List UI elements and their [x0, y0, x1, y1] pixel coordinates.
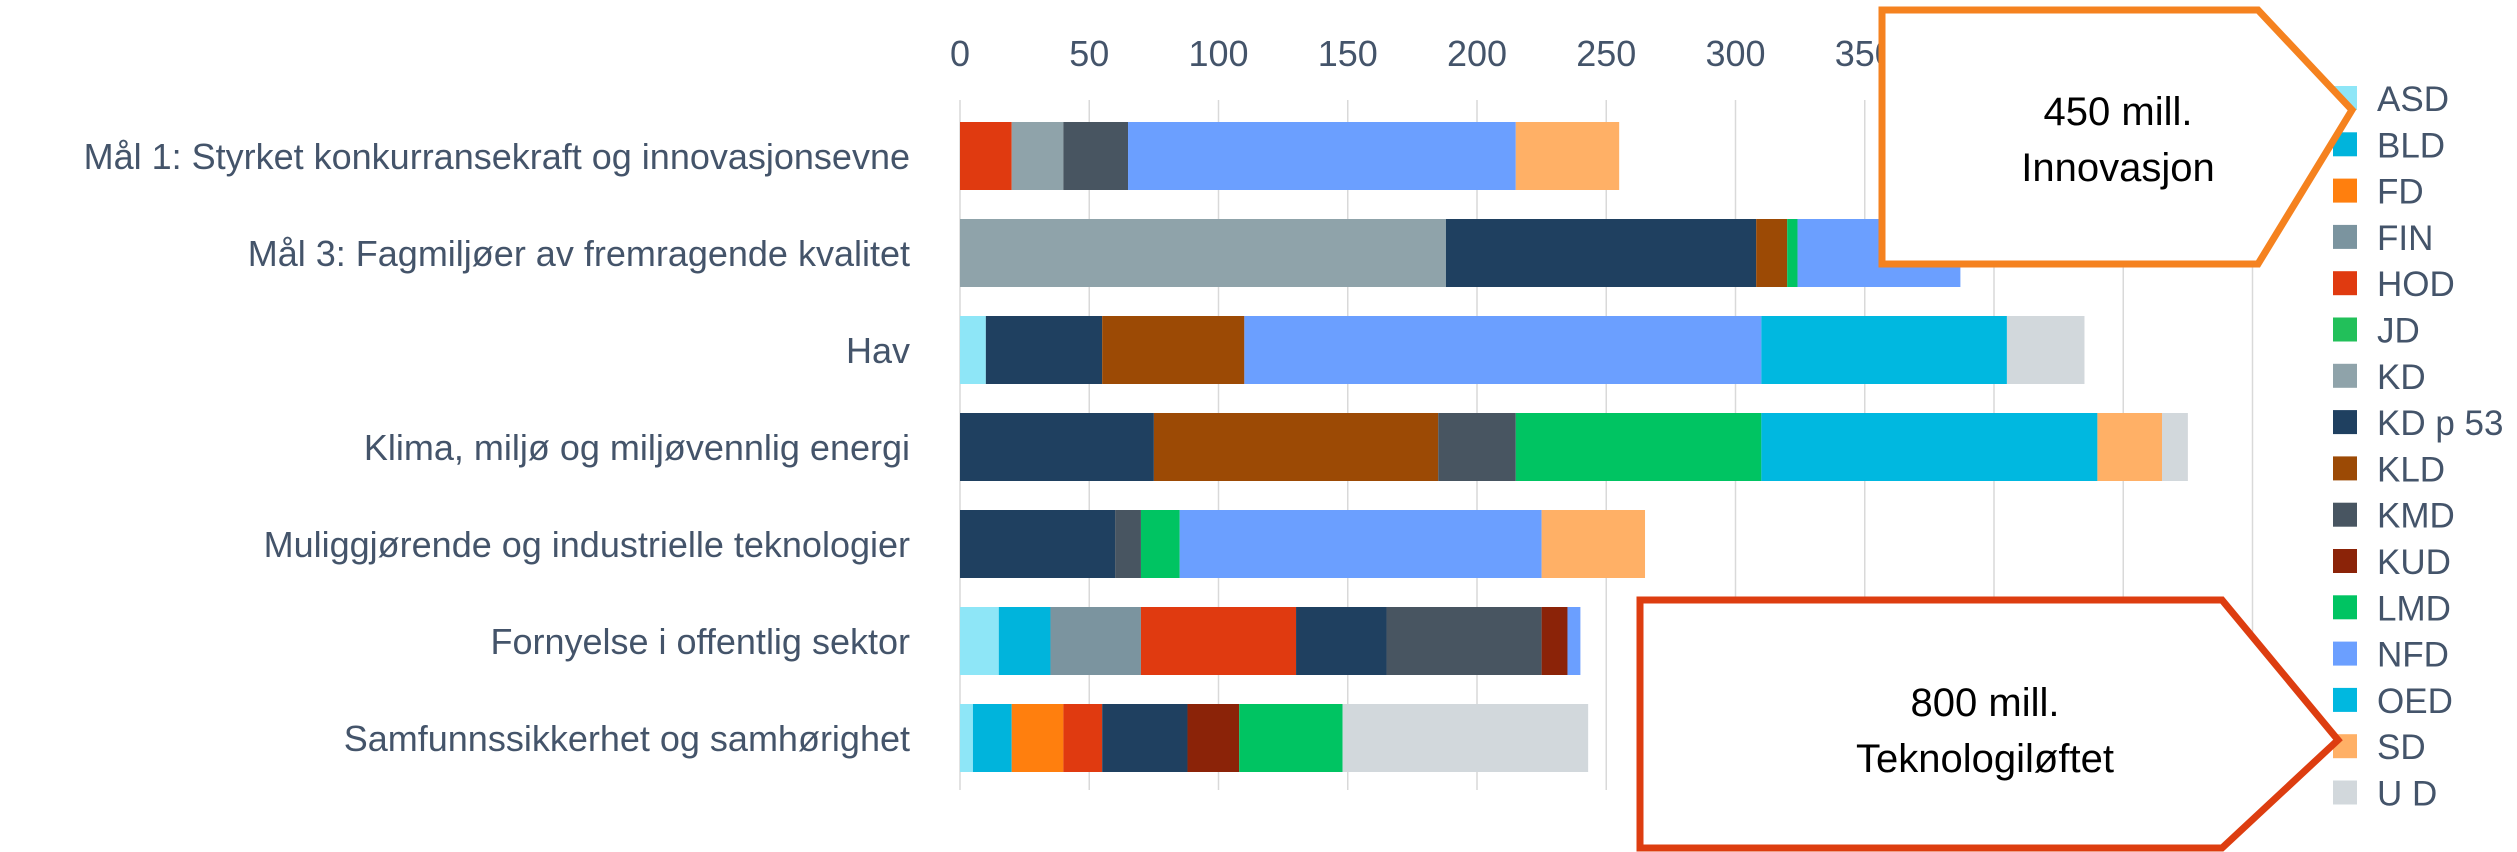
legend-label: BLD [2377, 126, 2445, 165]
bar-segment [1063, 704, 1103, 772]
legend-label: HOD [2377, 265, 2455, 304]
bar-segment [960, 122, 1012, 190]
bar-segment [960, 219, 1446, 287]
x-tick-label: 300 [1705, 33, 1765, 74]
bar-segment [1386, 607, 1542, 675]
legend: ASD BLD FD FIN HOD JD KD KD p 53 KLD KMD KUD LMD NFD… [2333, 80, 2503, 814]
bar-segment [998, 607, 1051, 675]
category-label: Fornyelse i offentlig sektor [490, 621, 910, 662]
x-tick-label: 150 [1318, 33, 1378, 74]
bar-segment [1541, 607, 1568, 675]
bar-segment [1115, 510, 1141, 578]
legend-label: KLD [2377, 450, 2445, 489]
bar-segment [1140, 607, 1297, 675]
legend-swatch [2333, 456, 2357, 481]
legend-label: LMD [2377, 589, 2451, 628]
bar-segment [1787, 219, 1798, 287]
legend-label: SD [2377, 728, 2426, 767]
bar-segment [2162, 413, 2188, 481]
bar-segment [960, 316, 986, 384]
bar-segment [1296, 607, 1387, 675]
legend-swatch [2333, 224, 2357, 249]
legend-swatch [2333, 410, 2357, 435]
legend-label: FIN [2377, 219, 2433, 258]
callout-teknologiloftet: 800 mill. Teknologiløftet [1636, 596, 2343, 852]
legend-label: KD [2377, 358, 2426, 397]
bars [960, 122, 2188, 772]
legend-swatch [2333, 271, 2357, 296]
bar-segment [1011, 122, 1064, 190]
legend-swatch [2333, 687, 2357, 712]
bar-segment [960, 607, 999, 675]
category-label: Mål 3: Fagmiljøer av fremragende kvalite… [248, 233, 910, 274]
legend-swatch [2333, 363, 2357, 388]
bar-segment [1515, 413, 1762, 481]
legend-swatch [2333, 178, 2357, 203]
bar-segment [1239, 704, 1343, 772]
bar-segment [1140, 510, 1180, 578]
bar-segment [1567, 607, 1581, 675]
callout-innovasjon-shape [1878, 6, 2357, 268]
bar-segment [1011, 704, 1064, 772]
legend-label: NFD [2377, 636, 2449, 675]
legend-label: FD [2377, 173, 2424, 212]
x-tick-label: 100 [1188, 33, 1248, 74]
bar-segment [1128, 122, 1516, 190]
legend-label: KD p 53 [2377, 404, 2503, 443]
bar-segment [1063, 122, 1129, 190]
category-label: Klima, miljø og miljøvennlig energi [364, 427, 910, 468]
bar-segment [1153, 413, 1439, 481]
category-label: Muliggjørende og industrielle teknologie… [264, 524, 910, 565]
legend-label: JD [2377, 312, 2420, 351]
bar-segment [2097, 413, 2163, 481]
bar-segment [1438, 413, 1516, 481]
category-label: Samfunnssikkerhet og samhørighet [344, 718, 910, 759]
legend-label: KMD [2377, 497, 2455, 536]
callout-teknologiloftet-shape [1636, 596, 2343, 852]
bar-segment [985, 316, 1103, 384]
bar-segment [1515, 122, 1620, 190]
category-label: Mål 1: Styrket konkurransekraft og innov… [84, 136, 910, 177]
legend-label: OED [2377, 682, 2453, 721]
bar-segment [1756, 219, 1788, 287]
bar-segment [1102, 704, 1188, 772]
callout-teknologiloftet-line1: 800 mill. [1911, 681, 2060, 725]
bar-segment [1761, 316, 2007, 384]
legend-swatch [2333, 549, 2357, 573]
bar-segment [1541, 510, 1646, 578]
legend-swatch [2333, 502, 2357, 527]
x-tick-label: 50 [1069, 33, 1109, 74]
bar-segment [1342, 704, 1589, 772]
legend-label: U D [2377, 775, 2437, 814]
callout-innovasjon-line2: Innovasjon [2021, 146, 2214, 190]
bar-segment [960, 704, 973, 772]
bar-segment [972, 704, 1012, 772]
bar-segment [960, 510, 1116, 578]
x-tick-label: 0 [950, 33, 970, 74]
callout-innovasjon: 450 mill. Innovasjon [1878, 6, 2357, 268]
bar-segment [1244, 316, 1762, 384]
legend-label: KUD [2377, 543, 2451, 582]
x-axis-ticks: 0 50 100 150 200 250 300 350 [950, 33, 1895, 74]
bar-segment [1187, 704, 1240, 772]
callout-innovasjon-line1: 450 mill. [2044, 90, 2193, 134]
category-labels: Mål 1: Styrket konkurransekraft og innov… [84, 136, 910, 759]
bar-segment [1102, 316, 1245, 384]
bar-segment [1445, 219, 1757, 287]
legend-swatch [2333, 641, 2357, 666]
bar-segment [1050, 607, 1141, 675]
bar-segment [1179, 510, 1542, 578]
callout-teknologiloftet-line2: Teknologiløftet [1856, 737, 2114, 781]
bar-segment [2006, 316, 2085, 384]
bar-segment [960, 413, 1154, 481]
legend-swatch [2333, 317, 2357, 342]
legend-swatch [2333, 780, 2357, 805]
bar-segment [1761, 413, 2098, 481]
category-label: Hav [846, 330, 910, 371]
legend-swatch [2333, 595, 2357, 620]
x-tick-label: 200 [1447, 33, 1507, 74]
x-tick-label: 250 [1576, 33, 1636, 74]
legend-label: ASD [2377, 80, 2449, 119]
